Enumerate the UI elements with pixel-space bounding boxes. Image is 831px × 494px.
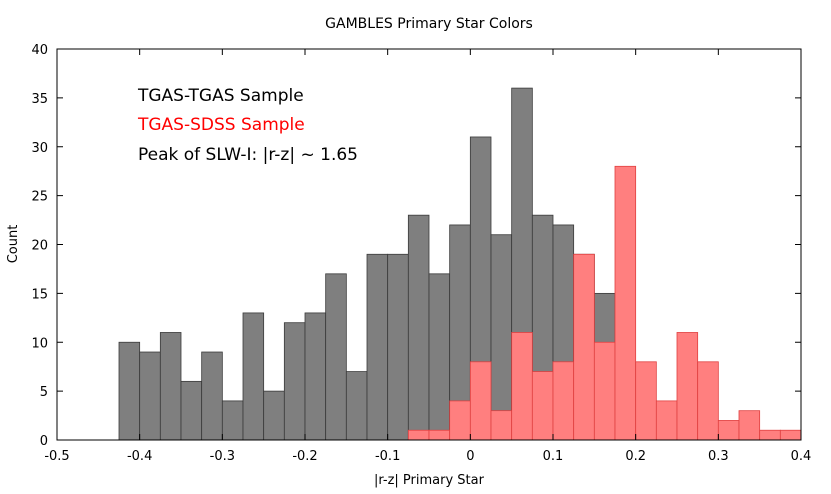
bar-tgas-tgas-6 [242,312,265,441]
bars-layer [118,87,802,441]
bar-tgas-tgas-8 [283,322,306,441]
bar-tgas-sdss-7 [552,361,575,441]
bar-tgas-sdss-14 [697,361,719,441]
x-tick-label: -0.2 [292,449,317,464]
bar-tgas-tgas-2 [159,332,182,441]
bar-tgas-sdss-4 [490,410,513,441]
bar-tgas-sdss-6 [531,371,554,441]
y-tick-label: 10 [31,336,48,351]
bar-tgas-tgas-4 [201,351,223,441]
y-tick-label: 30 [31,141,48,156]
ticks-layer: -0.5 -0.4 -0.3 -0.2 -0.1 0 0.1 0.2 0.3 0.4 0 5 10 15 2… [31,43,811,464]
bar-tgas-tgas-11 [345,371,368,441]
y-tick-label: 40 [31,43,48,58]
bar-tgas-tgas-7 [263,390,285,441]
legend-tgas-tgas: TGAS-TGAS Sample [137,86,304,106]
y-tick-label: 25 [31,190,48,205]
x-tick-label: -0.5 [44,449,69,464]
x-tick-label: 0 [466,449,474,464]
y-tick-label: 20 [31,239,48,254]
legend-tgas-sdss: TGAS-SDSS Sample [137,115,305,135]
y-tick-label: 15 [31,287,48,302]
y-axis-label: Count [6,225,21,264]
bar-tgas-tgas-10 [325,273,347,441]
bar-tgas-tgas-5 [221,400,244,441]
legend: TGAS-TGAS Sample TGAS-SDSS Sample Peak o… [137,86,358,165]
bar-tgas-sdss-9 [593,341,616,441]
x-tick-label: 0.1 [543,449,564,464]
bar-tgas-sdss-10 [614,165,637,441]
bar-tgas-tgas-9 [304,312,327,441]
bar-tgas-sdss-15 [717,420,740,441]
bar-tgas-sdss-5 [511,332,533,441]
bar-tgas-sdss-12 [655,400,678,441]
y-tick-label: 35 [31,92,48,107]
bar-tgas-tgas-3 [180,380,203,441]
bar-tgas-sdss-0 [407,429,430,441]
bar-tgas-tgas-18 [490,234,513,441]
bar-tgas-sdss-1 [428,429,451,441]
chart-title: GAMBLES Primary Star Colors [325,16,533,32]
x-tick-label: -0.3 [210,449,235,464]
bar-tgas-tgas-0 [118,341,141,441]
annotation-peak: Peak of SLW-I: |r-z| ~ 1.65 [138,145,358,165]
bar-tgas-sdss-8 [573,253,595,441]
bar-tgas-tgas-15 [428,273,451,441]
bar-tgas-sdss-3 [469,361,492,441]
x-tick-label: 0.3 [708,449,729,464]
bar-tgas-tgas-14 [407,214,430,441]
bar-tgas-sdss-11 [635,361,657,441]
bar-tgas-sdss-13 [676,332,699,441]
bar-tgas-tgas-12 [366,253,389,441]
x-tick-label: -0.4 [127,449,152,464]
bar-tgas-tgas-13 [387,253,409,441]
x-axis-label: |r-z| Primary Star [374,473,485,488]
bar-tgas-sdss-2 [449,400,471,441]
x-tick-label: 0.2 [625,449,646,464]
bar-tgas-tgas-1 [139,351,161,441]
bar-tgas-sdss-16 [738,410,761,441]
y-tick-label: 0 [40,434,48,449]
y-tick-label: 5 [40,385,48,400]
x-tick-label: -0.1 [375,449,400,464]
bar-tgas-sdss-17 [759,429,781,441]
bar-tgas-sdss-18 [779,429,802,441]
x-tick-label: 0.4 [791,449,812,464]
